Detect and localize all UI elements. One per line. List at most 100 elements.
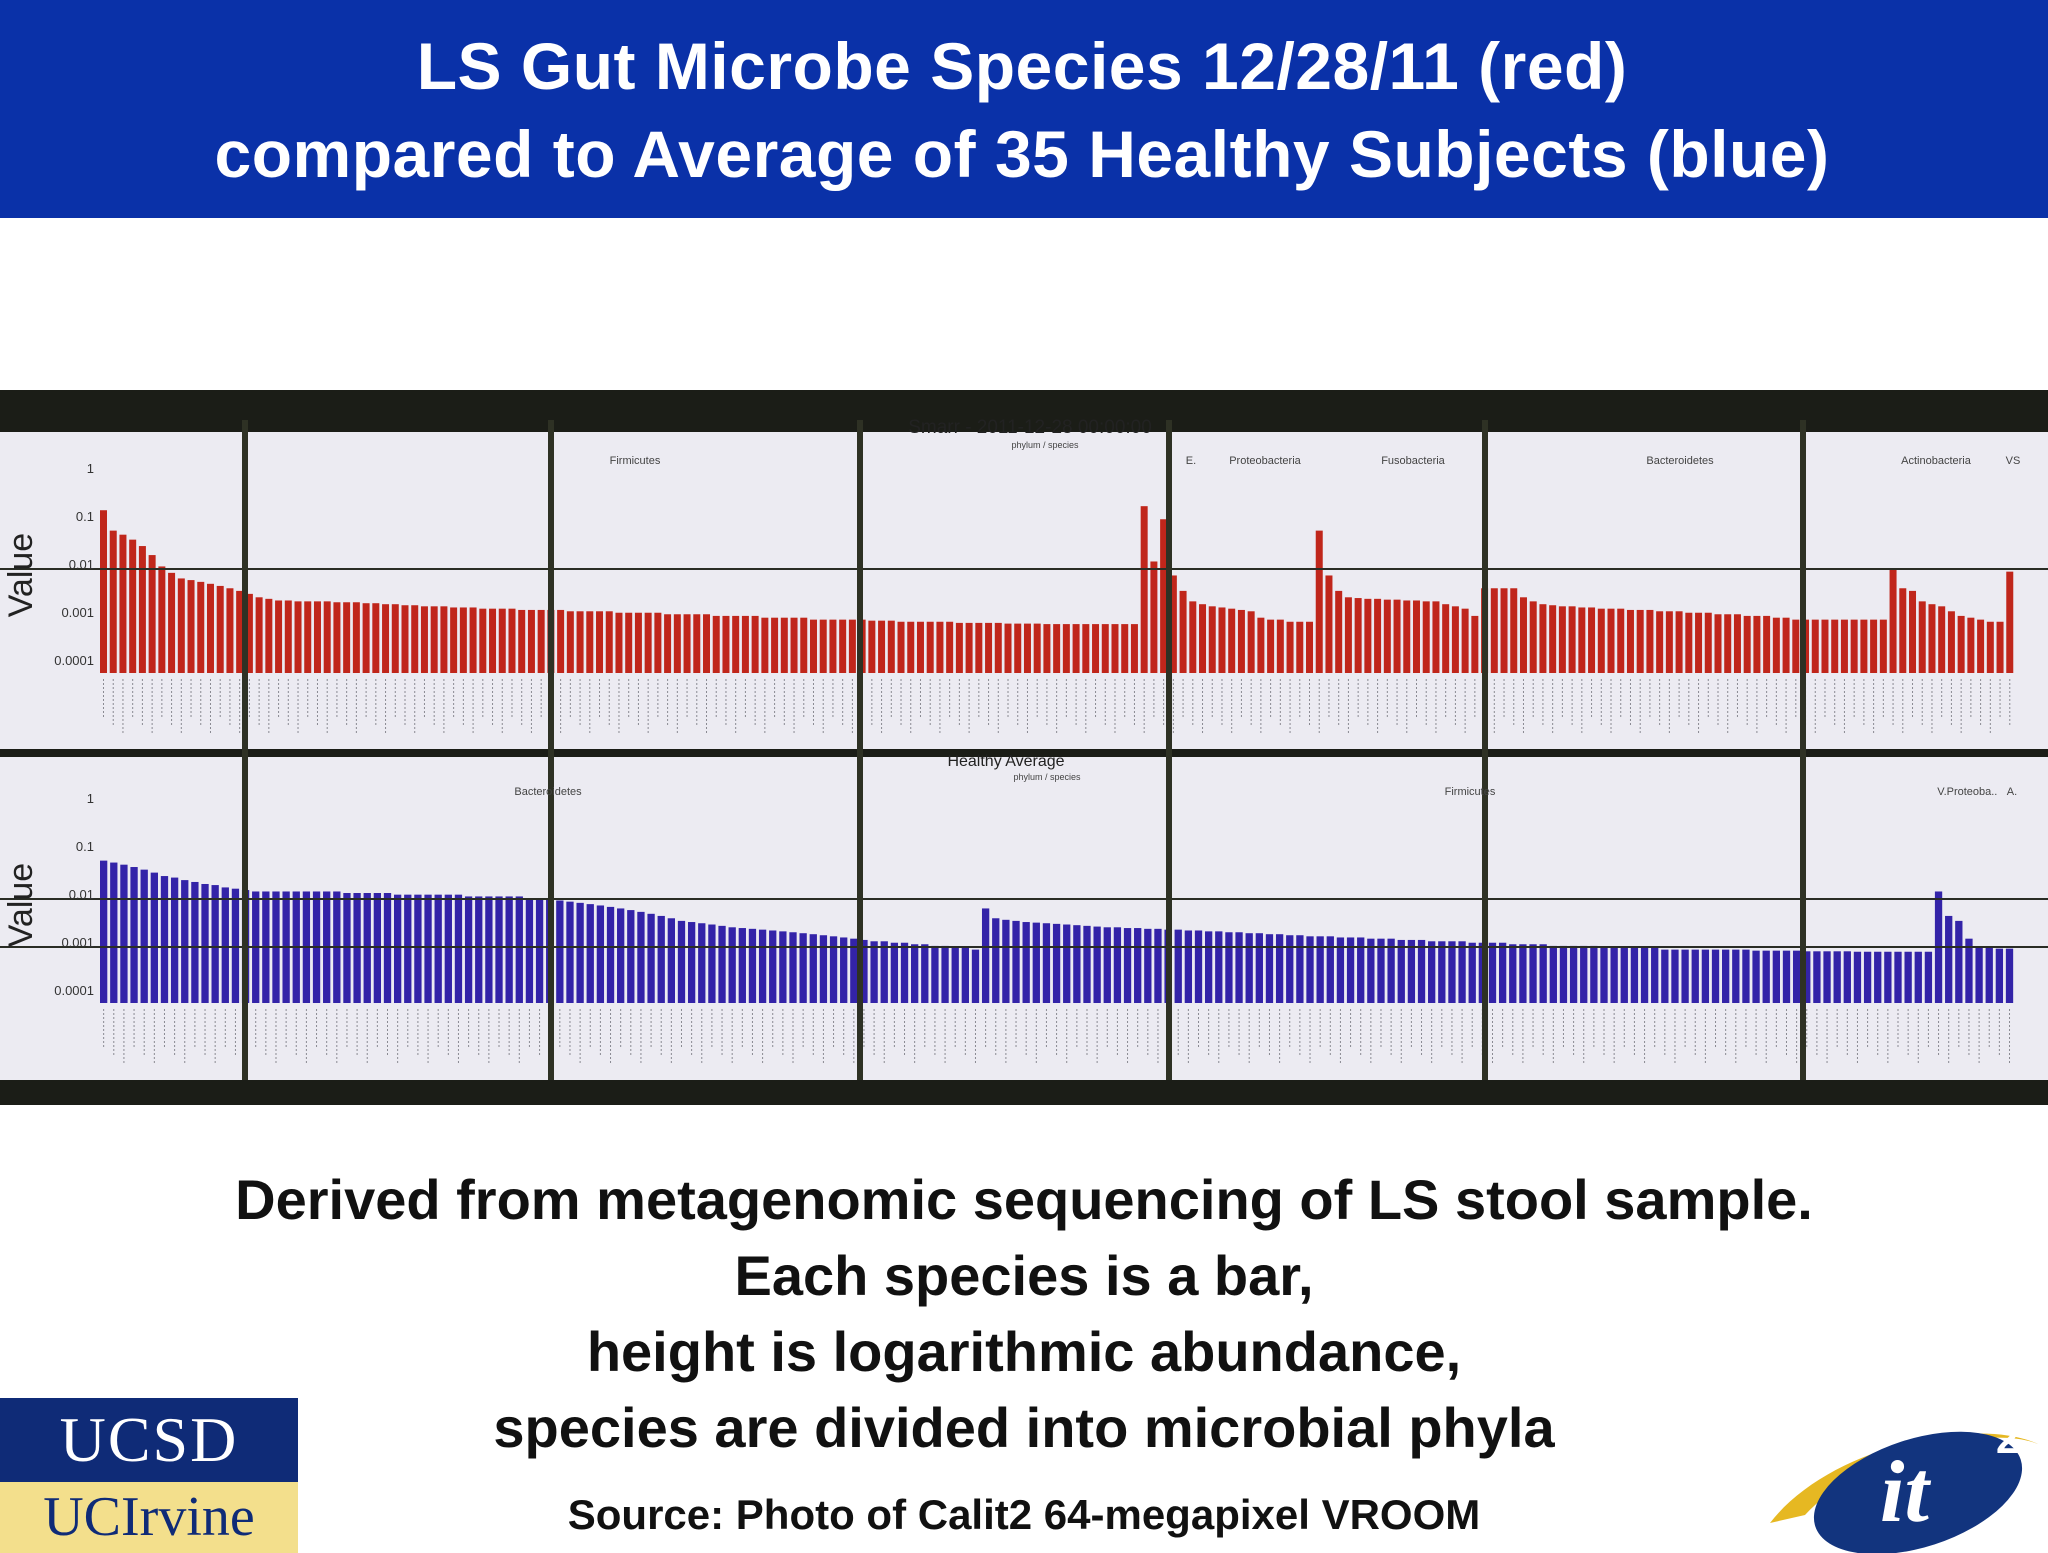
ls-bar-31 (391, 604, 399, 673)
healthy-bar-39 (485, 896, 493, 1003)
ls-bar-167 (1714, 614, 1722, 673)
healthy-bar-146 (1569, 945, 1578, 1003)
healthy-bar-36 (454, 894, 463, 1003)
healthy-ytick-0.0001: 0.0001 (54, 983, 94, 998)
ucirvine-logo: UCIrvine (0, 1482, 298, 1553)
bezel-vertical-5 (1482, 420, 1488, 1080)
healthy-bar-134 (1448, 941, 1456, 1003)
source-credit: Source: Photo of Calit2 64-megapixel VRO… (567, 1491, 1481, 1538)
ls-bar-99 (1053, 624, 1061, 673)
ls-bar-134 (1393, 599, 1401, 673)
healthy-bar-163 (1742, 949, 1750, 1003)
healthy-bar-56 (657, 915, 665, 1003)
ls-bar-165 (1695, 612, 1703, 673)
ls-bar-44 (518, 609, 526, 673)
healthy-bar-57 (667, 918, 675, 1003)
ls-bar-48 (557, 609, 565, 673)
healthy-bar-111 (1215, 931, 1223, 1003)
healthy-bar-85 (951, 947, 959, 1003)
ls-bar-74 (809, 619, 817, 673)
healthy-bar-68 (779, 931, 787, 1003)
ls-bar-90 (965, 622, 973, 673)
ls-bar-2 (109, 530, 117, 673)
ls-bar-191 (1947, 611, 1955, 673)
healthy-bar-81 (911, 944, 919, 1003)
ls-bar-133 (1383, 599, 1391, 673)
bezel-vertical-3 (857, 420, 863, 1080)
ls-bar-160 (1646, 609, 1654, 673)
healthy-bar-169 (1803, 951, 1811, 1003)
ls-bar-4 (129, 539, 137, 673)
ls-bar-70 (771, 617, 779, 673)
ls-bar-193 (1967, 617, 1975, 673)
ls-bar-94 (1004, 623, 1012, 673)
healthy-bar-130 (1407, 939, 1416, 1003)
ls-bar-40 (479, 608, 487, 673)
ls-bar-68 (751, 615, 759, 673)
healthy-bar-52 (617, 908, 625, 1003)
ls-bar-170 (1743, 615, 1751, 673)
healthy-bar-179 (1904, 951, 1912, 1003)
healthy-bar-162 (1732, 949, 1740, 1003)
bezel-top (0, 420, 2048, 432)
ls-bar-110 (1160, 519, 1168, 673)
healthy-bar-79 (890, 942, 899, 1003)
healthy-bar-110 (1204, 931, 1213, 1003)
species-tick-labels (103, 679, 2011, 1065)
ls-bar-103 (1092, 624, 1100, 673)
ls-bar-14 (226, 588, 234, 673)
ls-bar-13 (216, 585, 224, 673)
ls-bar-141 (1461, 608, 1469, 673)
ls-phylum-actinobacteria: Actinobacteria (1901, 455, 1972, 467)
calit2-logo-text: it (1880, 1444, 1931, 1541)
healthy-bar-12 (211, 885, 219, 1003)
healthy-bar-136 (1468, 942, 1476, 1003)
healthy-bar-123 (1336, 937, 1345, 1003)
ls-bar-194 (1977, 619, 1985, 673)
healthy-bar-101 (1113, 927, 1122, 1003)
ls-bar-58 (654, 612, 662, 673)
ls-bar-177 (1811, 619, 1819, 673)
ls-ytick-0.1: 0.1 (76, 509, 94, 524)
healthy-ytick-0.1: 0.1 (76, 839, 94, 854)
healthy-bar-133 (1438, 941, 1446, 1003)
ls-bar-60 (673, 614, 681, 673)
healthy-bar-174 (1853, 951, 1862, 1003)
ls-bar-124 (1296, 621, 1304, 673)
healthy-bar-181 (1924, 951, 1933, 1003)
healthy-bar-117 (1275, 934, 1284, 1003)
vroom-wall-svg: Smarr - 2011-12-28 00:00:00 phylum / spe… (0, 390, 2048, 1105)
ls-bar-3 (119, 534, 127, 673)
ls-bar-67 (741, 615, 749, 673)
ls-bar-183 (1870, 619, 1878, 673)
healthy-bar-183 (1945, 915, 1953, 1003)
ucsd-logo: UCSD (0, 1398, 298, 1482)
ls-bar-50 (576, 611, 584, 673)
healthy-bar-62 (718, 925, 726, 1003)
wall-tile-bezels (0, 420, 2048, 1105)
vroom-wall-photo: Smarr - 2011-12-28 00:00:00 phylum / spe… (0, 390, 2048, 1105)
ls-bar-66 (732, 615, 740, 673)
healthy-bar-90 (1002, 919, 1010, 1003)
ls-bar-59 (664, 614, 672, 673)
healthy-bar-47 (566, 901, 574, 1003)
healthy-bar-32 (414, 894, 422, 1003)
slide-title-line-1: LS Gut Microbe Species 12/28/11 (red) (416, 29, 1628, 103)
slide-title-line-2: compared to Average of 35 Healthy Subjec… (214, 117, 1830, 191)
healthy-bar-151 (1620, 947, 1628, 1003)
ls-bar-45 (527, 609, 535, 673)
ls-bar-123 (1286, 621, 1294, 673)
healthy-bar-161 (1722, 949, 1730, 1003)
ls-bars-group (100, 506, 2014, 673)
ls-bar-112 (1179, 590, 1187, 673)
ls-bar-62 (693, 614, 701, 673)
healthy-bar-38 (475, 896, 483, 1003)
ls-bar-142 (1471, 615, 1479, 673)
ls-bar-54 (615, 612, 623, 673)
ls-bar-39 (469, 607, 477, 673)
ls-bar-69 (761, 617, 769, 673)
ls-bar-175 (1792, 619, 1800, 673)
healthy-bar-115 (1255, 933, 1263, 1003)
ls-bar-35 (430, 606, 438, 673)
ls-bar-164 (1685, 612, 1693, 673)
